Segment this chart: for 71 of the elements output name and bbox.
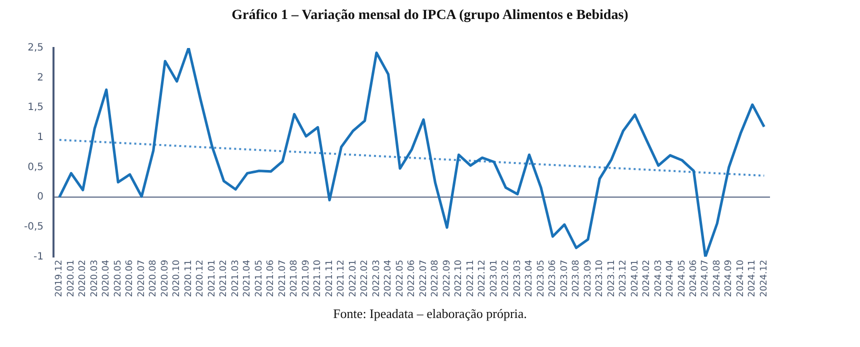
x-tick-label: 2020.07 — [136, 260, 147, 297]
x-tick-label: 2024.10 — [736, 260, 746, 297]
x-tick-label: 2022.07 — [418, 260, 429, 297]
x-tick-label: 2020.10 — [172, 260, 182, 297]
x-tick-label: 2020.03 — [90, 260, 100, 297]
x-tick-label: 2023.03 — [512, 260, 523, 297]
x-tick-label: 2023.06 — [548, 260, 558, 297]
y-tick-label: -1 — [34, 251, 44, 262]
x-tick-label: 2022.03 — [372, 260, 382, 297]
y-tick-label: 2 — [37, 72, 44, 84]
x-tick-label: 2021.05 — [254, 260, 264, 297]
x-tick-label: 2022.06 — [407, 260, 418, 297]
x-tick-label: 2024.01 — [630, 260, 640, 297]
source-note: Fonte: Ipeadata – elaboração própria. — [332, 306, 528, 322]
x-tick-label: 2024.11 — [748, 260, 758, 297]
x-tick-label: 2022.09 — [442, 260, 452, 297]
x-tick-label: 2020.05 — [113, 260, 124, 297]
x-tick-label: 2022.01 — [348, 260, 358, 297]
y-tick-label: 2,5 — [28, 42, 44, 54]
x-tick-label: 2020.01 — [66, 260, 76, 297]
y-tick-label: 0 — [37, 192, 44, 203]
y-tick-label: -0,5 — [24, 222, 44, 233]
x-tick-label: 2020.08 — [148, 260, 159, 297]
chart-title: Gráfico 1 – Variação mensal do IPCA (grupo Alimentos e Bebidas) — [230, 8, 630, 24]
x-tick-label: 2023.02 — [501, 260, 512, 297]
x-tick-label: 2021.01 — [207, 260, 218, 297]
x-tick-label: 2021.09 — [301, 260, 312, 297]
y-tick-label: 1,5 — [28, 102, 44, 114]
x-tick-label: 2024.07 — [700, 260, 711, 297]
x-tick-label: 2022.04 — [384, 260, 394, 297]
x-tick-label: 2024.08 — [712, 260, 722, 297]
x-tick-label: 2021.12 — [336, 260, 347, 297]
x-tick-label: 2024.06 — [688, 260, 699, 297]
x-tick-label: 2020.11 — [184, 260, 194, 297]
x-tick-label: 2021.10 — [313, 260, 324, 297]
x-tick-label: 2021.07 — [278, 260, 288, 297]
y-tick-label: 1 — [37, 132, 44, 144]
y-tick-label: 0,5 — [28, 162, 44, 173]
x-tick-label: 2023.09 — [583, 260, 594, 297]
x-tick-label: 2021.06 — [266, 260, 276, 297]
x-tick-label: 2022.02 — [360, 260, 370, 297]
x-tick-label: 2022.10 — [454, 260, 464, 297]
x-tick-label: 2024.04 — [666, 260, 676, 297]
x-tick-label: 2023.07 — [560, 260, 570, 297]
x-tick-label: 2023.04 — [524, 260, 535, 297]
x-tick-label: 2020.04 — [102, 260, 112, 297]
x-tick-label: 2023.12 — [618, 260, 629, 297]
x-tick-label: 2021.08 — [290, 260, 300, 297]
x-tick-label: 2022.08 — [430, 260, 441, 297]
x-tick-label: 2024.05 — [677, 260, 688, 297]
x-tick-label: 2024.03 — [654, 260, 664, 297]
x-tick-label: 2024.12 — [759, 260, 770, 297]
x-tick-label: 2024.02 — [642, 260, 652, 297]
x-tick-label: 2021.02 — [219, 260, 230, 297]
x-tick-label: 2020.06 — [125, 260, 136, 297]
x-tick-label: 2020.09 — [160, 260, 170, 297]
x-tick-label: 2024.09 — [724, 260, 734, 297]
x-tick-label: 2023.10 — [595, 260, 606, 297]
x-tick-label: 2022.05 — [395, 260, 406, 297]
x-tick-label: 2020.12 — [196, 260, 206, 297]
x-tick-label: 2023.05 — [536, 260, 546, 297]
x-tick-label: 2022.11 — [466, 260, 476, 297]
x-tick-label: 2021.04 — [242, 260, 253, 297]
x-tick-label: 2021.03 — [230, 260, 241, 297]
x-tick-label: 2023.01 — [489, 260, 500, 297]
x-tick-label: 2021.11 — [324, 260, 335, 297]
x-tick-label: 2022.12 — [478, 260, 488, 297]
x-tick-label: 2020.02 — [78, 260, 88, 297]
x-tick-label: 2019.12 — [54, 260, 65, 297]
x-tick-label: 2023.08 — [572, 260, 582, 297]
x-tick-label: 2023.11 — [606, 260, 617, 297]
